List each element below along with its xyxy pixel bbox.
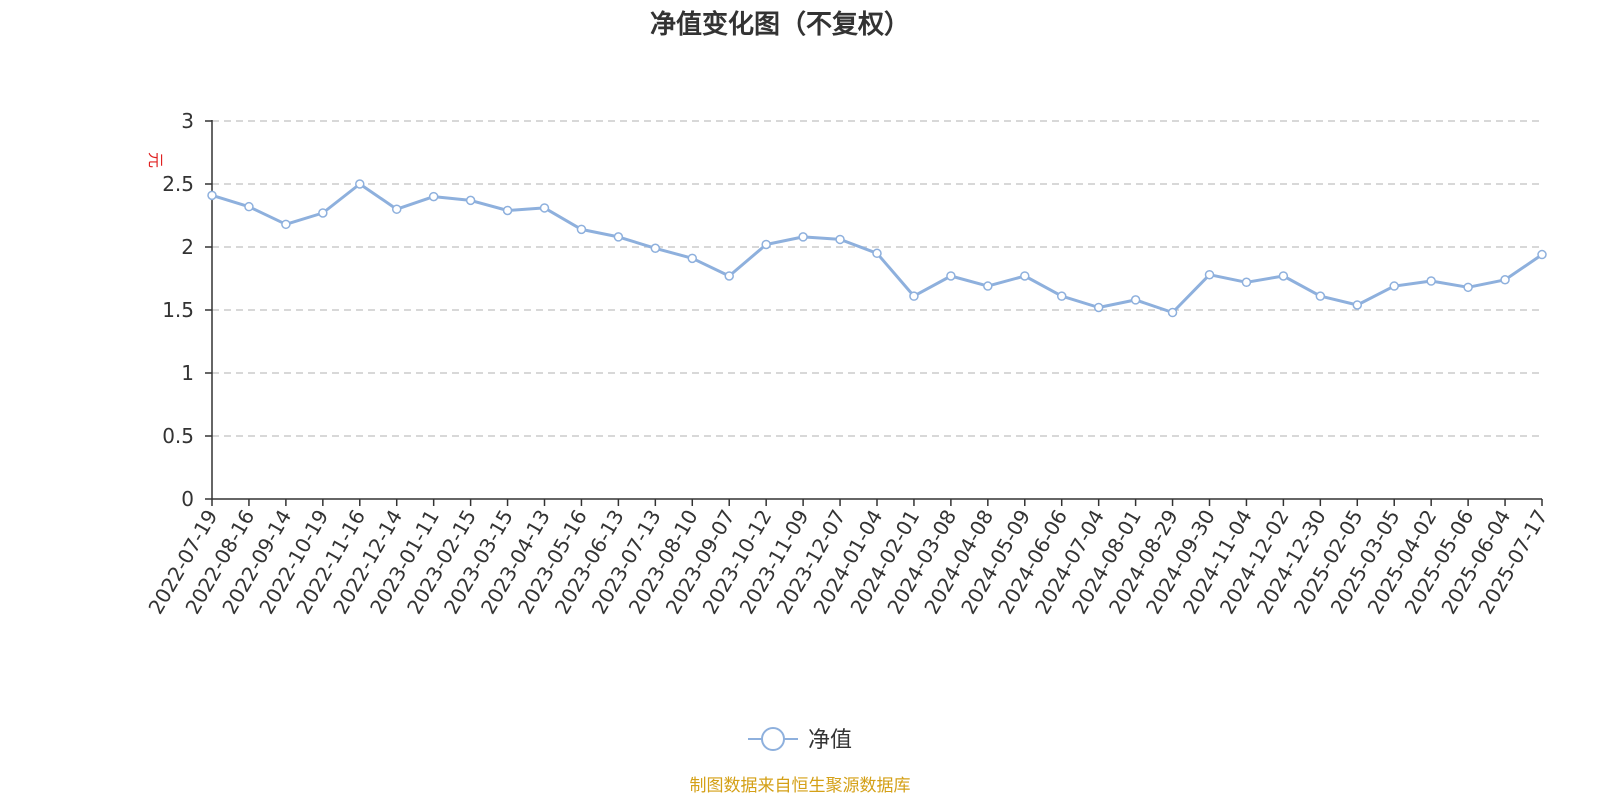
data-point[interactable] [724, 271, 734, 281]
y-axis-unit-label: 元 [146, 152, 165, 168]
legend-label: 净值 [808, 728, 852, 753]
data-point[interactable] [539, 203, 550, 213]
data-point[interactable] [318, 208, 328, 218]
data-point[interactable] [502, 205, 513, 216]
data-point[interactable] [687, 253, 698, 264]
legend[interactable]: 净值 [748, 727, 852, 753]
source-note: 制图数据来自恒生聚源数据库 [690, 776, 911, 796]
data-point[interactable] [1315, 291, 1326, 301]
data-point[interactable] [761, 239, 771, 250]
data-point[interactable] [207, 190, 217, 201]
data-point[interactable] [428, 191, 439, 202]
y-axis-ticks: 0 0.5 1 1.5 2 2.5 3 [162, 109, 212, 511]
data-point[interactable] [391, 204, 402, 214]
y-tick-label: 1 [181, 361, 194, 385]
data-point[interactable] [1167, 307, 1178, 318]
data-point[interactable] [281, 219, 291, 230]
data-point[interactable] [983, 281, 993, 291]
y-tick-label: 2 [181, 235, 194, 259]
x-axis-ticks: 2022-07-192022-08-162022-09-142022-10-19… [143, 499, 1552, 618]
data-point[interactable] [1537, 249, 1547, 260]
data-point[interactable] [835, 234, 845, 245]
data-point[interactable] [1426, 276, 1436, 286]
data-point[interactable] [1093, 302, 1104, 313]
data-point[interactable] [946, 271, 956, 281]
data-point[interactable] [1463, 282, 1473, 293]
data-point[interactable] [872, 248, 882, 259]
series-jingzhi [207, 179, 1547, 318]
data-point[interactable] [1352, 300, 1363, 310]
data-point[interactable] [613, 232, 624, 242]
legend-marker-icon [761, 727, 785, 751]
y-tick-label: 1.5 [162, 298, 194, 322]
data-point[interactable] [244, 201, 254, 212]
y-tick-label: 0 [181, 487, 194, 511]
data-point[interactable] [1130, 295, 1141, 305]
data-point[interactable] [1389, 281, 1399, 291]
y-tick-label: 3 [181, 109, 194, 133]
data-point[interactable] [1241, 277, 1252, 288]
data-point[interactable] [1278, 271, 1289, 281]
series-line [211, 182, 1543, 314]
y-tick-label: 2.5 [162, 172, 194, 196]
data-point[interactable] [576, 224, 587, 235]
data-point[interactable] [909, 291, 919, 301]
data-point[interactable] [1020, 271, 1030, 281]
grid-lines [212, 120, 1542, 437]
data-point[interactable] [1204, 269, 1215, 280]
data-point[interactable] [798, 232, 808, 242]
data-point[interactable] [355, 179, 365, 189]
data-point[interactable] [650, 243, 661, 254]
y-tick-label: 0.5 [162, 424, 194, 448]
data-point[interactable] [1056, 291, 1067, 301]
data-point[interactable] [465, 195, 476, 206]
chart-title: 净值变化图（不复权） [650, 9, 910, 40]
data-point[interactable] [1500, 275, 1510, 285]
